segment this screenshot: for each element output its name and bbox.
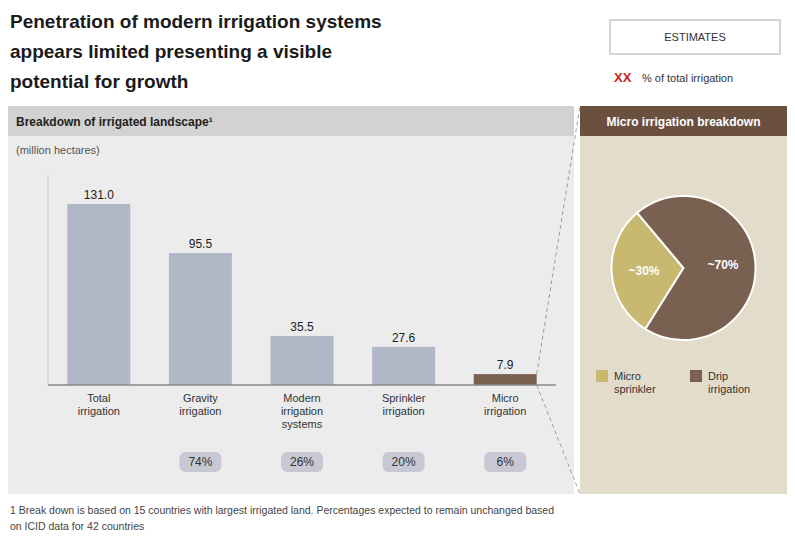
y-axis-line <box>48 175 49 385</box>
x-axis-line <box>48 384 556 386</box>
text-line: 26% <box>290 455 314 469</box>
data-label: 27.6 <box>392 331 416 345</box>
estimates-box <box>610 20 780 54</box>
text-line: Penetration of modern irrigation systems <box>10 11 382 32</box>
legend-swatch <box>596 370 608 382</box>
text-line: ~70% <box>707 258 738 272</box>
text-line: Breakdown of irrigated landscape¹ <box>16 115 213 129</box>
text-line: Modern <box>283 392 320 404</box>
text-line: Total <box>87 392 110 404</box>
bars <box>67 204 536 385</box>
data-label: 95.5 <box>189 237 213 251</box>
legend-label: Microsprinkler <box>614 370 656 395</box>
legend-swatch <box>690 370 702 382</box>
footnote: on ICID data for 42 countries <box>10 520 144 532</box>
text-line: 27.6 <box>392 331 416 345</box>
text-line: Micro <box>492 392 519 404</box>
text-line: irrigation <box>383 405 425 417</box>
text-line: appears limited presenting a visible <box>10 41 332 62</box>
text-line: Sprinkler <box>382 392 426 404</box>
legend-label: Dripirrigation <box>708 370 750 395</box>
bar-subtitle: (million hectares) <box>16 144 100 156</box>
text-line: XX <box>614 70 632 85</box>
text-line: sprinkler <box>614 383 656 395</box>
text-line: 74% <box>188 455 212 469</box>
text-line: irrigation <box>484 405 526 417</box>
text-line: irrigation <box>708 383 750 395</box>
legend-marker: XX <box>614 70 632 85</box>
x-tick-label: Microirrigation <box>484 392 526 417</box>
text-line: % of total irrigation <box>642 72 733 84</box>
share-badge <box>179 452 221 472</box>
text-line: ESTIMATES <box>664 31 726 43</box>
text-line: 1 Break down is based on 15 countries wi… <box>10 504 554 516</box>
text-line: Gravity <box>183 392 218 404</box>
text-line: Micro <box>614 370 641 382</box>
text-line: 6% <box>497 455 515 469</box>
text-line: irrigation <box>179 405 221 417</box>
text-line: Micro irrigation breakdown <box>606 115 760 129</box>
background <box>0 0 795 559</box>
data-label: 7.9 <box>497 358 514 372</box>
pie-label: ~70% <box>707 258 738 272</box>
bar <box>169 253 232 385</box>
chart-page: Penetration of modern irrigation systems… <box>0 0 795 559</box>
share-label: 74% <box>188 455 212 469</box>
text-line: (million hectares) <box>16 144 100 156</box>
bar <box>474 374 537 385</box>
share-badge <box>281 452 323 472</box>
text-line: irrigation <box>78 405 120 417</box>
text-line: systems <box>282 418 323 430</box>
legend-label: % of total irrigation <box>642 72 733 84</box>
text-line: 7.9 <box>497 358 514 372</box>
bar <box>372 347 435 385</box>
bar <box>67 204 130 385</box>
text-line: irrigation <box>281 405 323 417</box>
footnote: 1 Break down is based on 15 countries wi… <box>10 504 554 516</box>
bar-panel <box>8 106 574 494</box>
x-tick-label: Totalirrigation <box>78 392 120 417</box>
share-badge <box>383 452 425 472</box>
bar-title: Breakdown of irrigated landscape¹ <box>16 115 213 129</box>
x-tick-label: Gravityirrigation <box>179 392 221 417</box>
text-line: 20% <box>392 455 416 469</box>
estimates-label: ESTIMATES <box>664 31 726 43</box>
text-line: on ICID data for 42 countries <box>10 520 144 532</box>
text-line: Drip <box>708 370 728 382</box>
data-label: 131.0 <box>84 188 114 202</box>
pie-title: Micro irrigation breakdown <box>606 115 760 129</box>
pie-label: ~30% <box>628 264 659 278</box>
connector <box>537 385 580 494</box>
text-line: 95.5 <box>189 237 213 251</box>
data-label: 35.5 <box>290 320 314 334</box>
pie <box>612 196 756 340</box>
text-line: 131.0 <box>84 188 114 202</box>
share-badge <box>484 452 526 472</box>
bar-panel-header <box>8 106 574 136</box>
share-label: 6% <box>497 455 515 469</box>
share-label: 26% <box>290 455 314 469</box>
pie-panel-header <box>580 106 787 136</box>
text-line: potential for growth <box>10 71 188 92</box>
x-tick-label: Sprinklerirrigation <box>382 392 426 417</box>
text-line: 35.5 <box>290 320 314 334</box>
pie-panel <box>580 106 787 494</box>
text-line: ~30% <box>628 264 659 278</box>
x-tick-label: Modernirrigationsystems <box>281 392 323 430</box>
page-title: Penetration of modern irrigation systems… <box>10 11 382 92</box>
connector <box>537 106 580 374</box>
share-label: 20% <box>392 455 416 469</box>
bar <box>271 336 334 385</box>
